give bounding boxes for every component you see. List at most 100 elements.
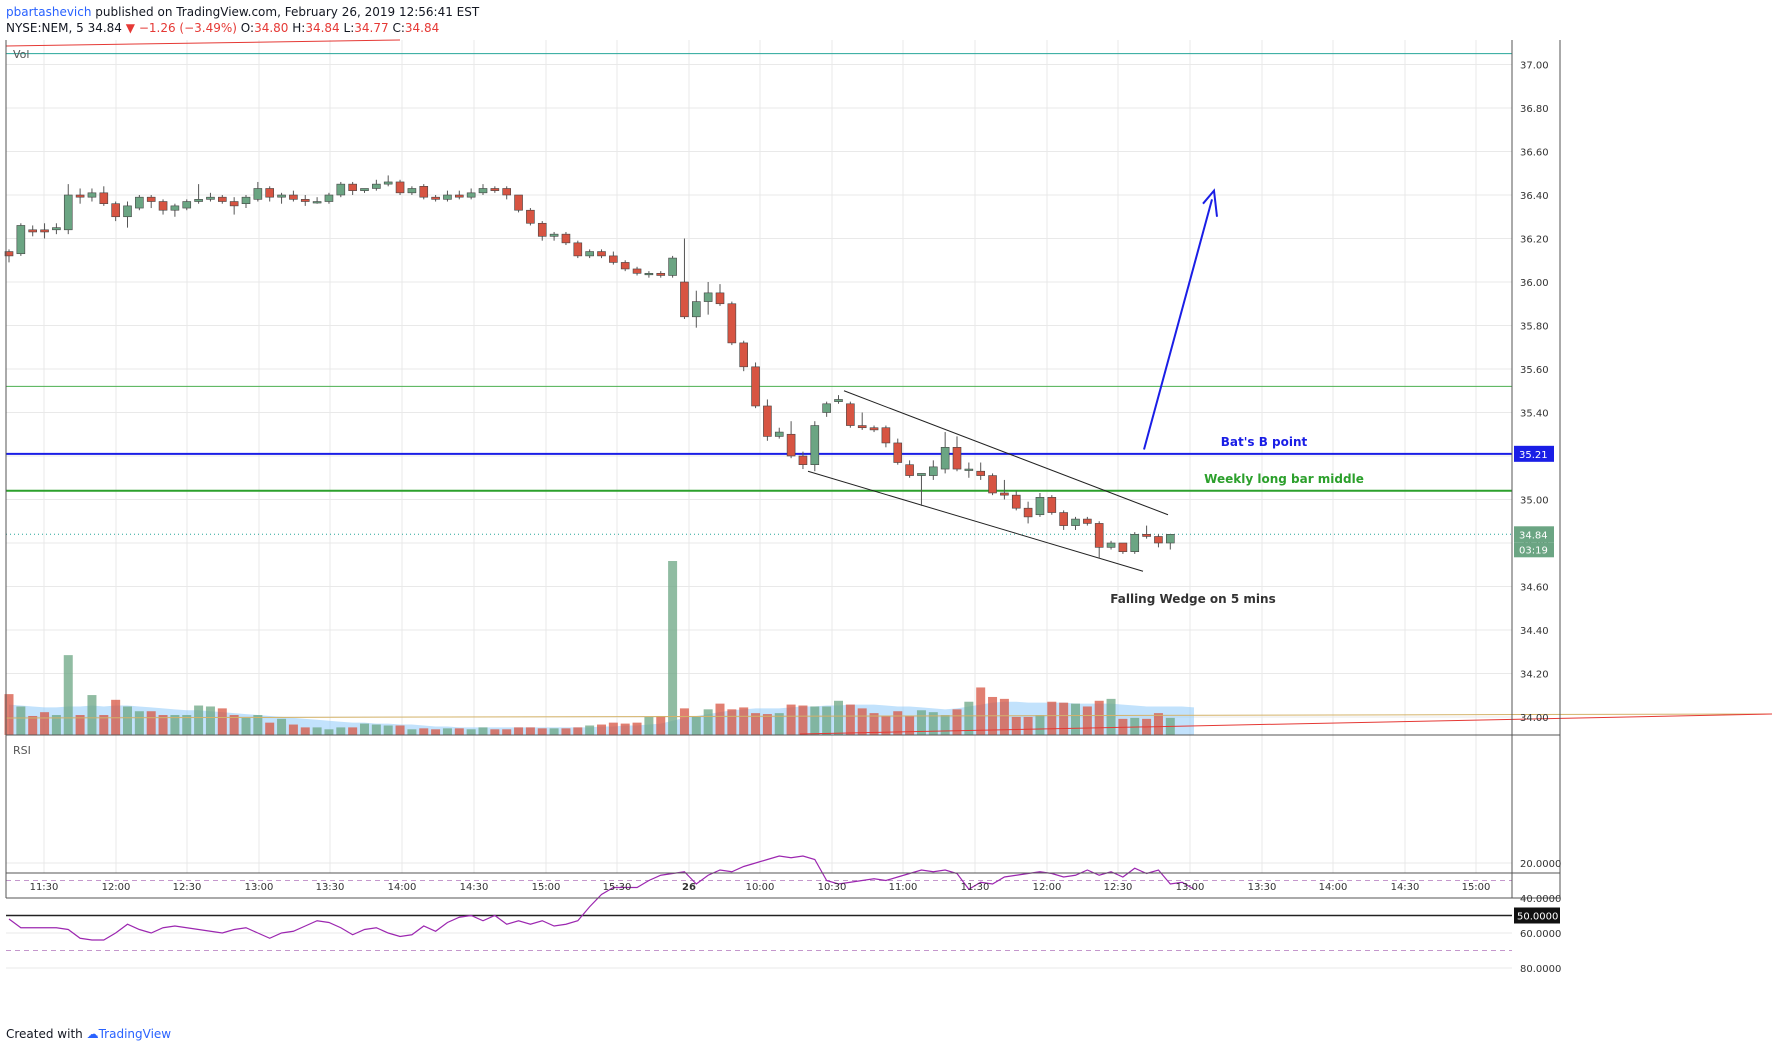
- volume-bar: [940, 715, 950, 735]
- candle: [680, 238, 689, 319]
- candle-body: [680, 281, 689, 318]
- close-label: C:: [392, 21, 405, 35]
- time-tick-label: 12:00: [1033, 882, 1062, 893]
- volume-bar: [976, 687, 986, 735]
- candle-body: [372, 183, 381, 189]
- candle: [1094, 521, 1104, 559]
- candle: [632, 266, 642, 276]
- pane-borders: [5, 40, 1561, 899]
- candle: [395, 179, 405, 195]
- author-link[interactable]: pbartashevich: [6, 5, 92, 19]
- candle-body: [63, 194, 73, 231]
- volume-bar: [241, 717, 251, 735]
- candle-body: [822, 403, 831, 413]
- candle-body: [1154, 536, 1163, 544]
- symbol-name[interactable]: NYSE:NEM, 5: [6, 21, 84, 35]
- candle: [383, 175, 393, 187]
- price-tick-label: 36.40: [1520, 191, 1549, 202]
- candle-body: [1023, 507, 1033, 518]
- countdown-tag: [1514, 542, 1554, 558]
- volume-bar: [845, 704, 855, 735]
- volume-bar: [715, 703, 725, 735]
- annotation-labels: Bat's B point Weekly long bar middle Falli…: [1110, 435, 1364, 606]
- candle: [597, 249, 606, 259]
- candle: [751, 362, 760, 409]
- price-tick-label: 36.80: [1520, 104, 1549, 115]
- time-tick-label: 15:00: [1462, 882, 1491, 893]
- time-axis[interactable]: 11:30 12:00 12:30 13:00 13:30 14:00 14:30 15:00…: [30, 882, 1491, 893]
- volume-bar: [905, 715, 915, 735]
- tradingview-logo-text[interactable]: TradingView: [98, 1027, 172, 1041]
- time-tick-label: 15:00: [532, 882, 561, 893]
- candle-body: [751, 366, 760, 407]
- volume-bar: [1094, 700, 1104, 735]
- breakout-arrow: [1143, 199, 1213, 450]
- countdown-label: 03:19: [1519, 545, 1548, 556]
- tradingview-logo-icon[interactable]: ☁: [86, 1027, 99, 1041]
- low-label: L:: [343, 21, 355, 35]
- candle-body: [609, 255, 618, 263]
- candle: [1059, 510, 1068, 530]
- candle: [1154, 534, 1163, 548]
- rsi-line: [8, 855, 1195, 941]
- arrow-head-icon: [1202, 188, 1218, 217]
- candle: [40, 223, 49, 239]
- candle-body: [786, 433, 796, 457]
- candle: [194, 184, 203, 204]
- candlestick-series[interactable]: [4, 175, 1175, 559]
- candle: [277, 192, 286, 204]
- price-axis[interactable]: 37.00 36.80 36.60 36.40 36.20 36.00 35.80 35.60…: [1514, 61, 1554, 725]
- candle-body: [87, 192, 97, 198]
- candle-body: [4, 251, 14, 257]
- volume-bar: [525, 727, 535, 735]
- volume-bar: [928, 712, 938, 735]
- candle: [502, 186, 512, 200]
- level-price-tag: [1514, 445, 1554, 462]
- volume-bar: [857, 708, 867, 735]
- candle-body: [123, 205, 132, 218]
- volume-bar: [312, 727, 322, 735]
- wedge-lower-line: [807, 470, 1144, 572]
- candle: [976, 462, 986, 480]
- candle: [893, 438, 903, 465]
- time-tick-label: 10:00: [746, 882, 775, 893]
- time-tick-label: 15:30: [603, 882, 632, 893]
- candle: [727, 301, 737, 346]
- rsi-value-tag: [1514, 907, 1560, 924]
- volume-bar: [810, 706, 820, 735]
- candle: [1035, 492, 1045, 517]
- rsi-axis[interactable]: 80.0000 60.0000 40.0000 20.0000 50.0000: [1514, 859, 1561, 975]
- price-tick-label: 35.40: [1520, 409, 1549, 420]
- candle: [135, 195, 144, 211]
- volume-bar: [573, 727, 583, 735]
- time-tick-label: 26: [682, 882, 696, 893]
- candle-body: [1047, 497, 1057, 513]
- candle: [312, 197, 322, 204]
- price-change: −1.26 (−3.49%): [138, 21, 237, 35]
- volume-bar: [28, 715, 38, 735]
- volume-bar: [798, 705, 808, 735]
- candle-body: [16, 225, 26, 255]
- candle-body: [1106, 542, 1116, 548]
- candle: [324, 192, 334, 204]
- candle-body: [691, 301, 701, 318]
- price-tick-label: 37.00: [1520, 61, 1549, 72]
- volume-bar: [1059, 702, 1069, 735]
- candle-body: [206, 196, 215, 200]
- drawings[interactable]: [5, 188, 1772, 735]
- grid-lines: [6, 40, 1512, 969]
- candle-body: [466, 192, 476, 198]
- volume-bar: [158, 715, 168, 735]
- candle-body: [431, 196, 440, 200]
- candle-body: [395, 181, 405, 194]
- time-tick-label: 13:30: [1248, 882, 1277, 893]
- candle-body: [324, 194, 334, 202]
- candle: [739, 340, 749, 372]
- candle-body: [763, 405, 772, 437]
- volume-bar: [656, 715, 666, 735]
- candle-body: [1000, 492, 1009, 496]
- candle-body: [170, 205, 180, 211]
- candle: [123, 201, 132, 228]
- volume-bar: [170, 715, 180, 735]
